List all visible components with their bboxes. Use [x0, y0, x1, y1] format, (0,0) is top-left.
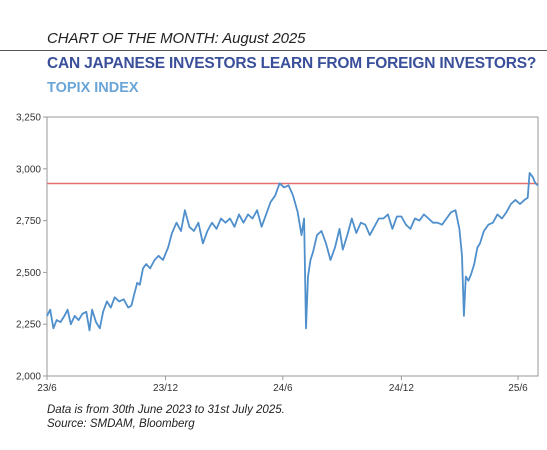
- y-tick-label: 2,750: [16, 216, 41, 227]
- x-tick-label: 23/6: [37, 383, 57, 394]
- y-tick-label: 3,000: [16, 164, 41, 175]
- y-tick-label: 2,000: [16, 372, 41, 383]
- source-note: Source: SMDAM, Bloomberg: [47, 418, 195, 430]
- x-tick-label: 23/12: [153, 383, 178, 394]
- x-tick-label: 24/12: [389, 383, 414, 394]
- topix-line-chart: 2,000 2,250 2,500 2,750 3,000 3,250 23/6 23/12…: [16, 113, 539, 394]
- chart-of-the-month-kicker: CHART OF THE MONTH: August 2025: [47, 30, 306, 47]
- chart-header: CHART OF THE MONTH: August 2025: [0, 0, 547, 52]
- y-tick-label: 3,250: [16, 113, 41, 124]
- chart-title: CAN JAPANESE INVESTORS LEARN FROM FOREIG…: [47, 55, 537, 72]
- plot-frame: [46, 116, 539, 377]
- y-tick-label: 2,250: [16, 320, 41, 331]
- date-range-note: Data is from 30th June 2023 to 31st July…: [47, 404, 285, 416]
- header-divider: [0, 50, 547, 51]
- x-tick-label: 25/6: [508, 383, 528, 394]
- y-tick-label: 2,500: [16, 268, 41, 279]
- chart-subtitle: TOPIX INDEX: [47, 80, 139, 96]
- topix-series-line: [46, 172, 539, 332]
- x-tick-label: 24/6: [273, 383, 293, 394]
